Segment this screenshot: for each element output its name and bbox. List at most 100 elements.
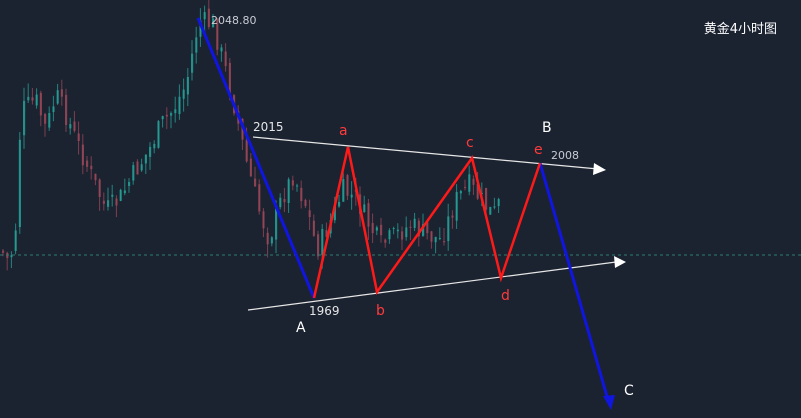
lower-left-price-label: 1969 xyxy=(309,304,340,318)
candle-body-65 xyxy=(275,208,278,240)
candle-body-83 xyxy=(350,194,353,198)
wave-label-a: a xyxy=(339,123,348,139)
candle-body-3 xyxy=(14,230,17,251)
candle-body-9 xyxy=(39,92,42,116)
candle-body-97 xyxy=(409,226,412,228)
candle-body-90 xyxy=(380,224,383,236)
upper-trendline xyxy=(252,136,599,170)
candle-body-58 xyxy=(245,140,248,162)
candle-body-64 xyxy=(270,237,273,244)
candle-body-73 xyxy=(308,210,311,218)
candle-body-48 xyxy=(203,12,206,20)
upper-right-price-label: 2008 xyxy=(551,149,579,162)
candle-body-0 xyxy=(2,250,5,253)
candle-body-72 xyxy=(304,199,307,207)
candle-body-39 xyxy=(165,114,168,117)
candle-body-75 xyxy=(317,234,320,257)
candle-body-5 xyxy=(23,100,26,136)
candle-body-77 xyxy=(325,230,328,237)
candle-body-50 xyxy=(212,18,215,28)
candle-body-23 xyxy=(98,179,101,197)
candle-body-74 xyxy=(312,220,315,236)
candle-body-82 xyxy=(346,175,349,196)
candle-body-21 xyxy=(90,165,93,170)
candle-body-102 xyxy=(430,231,433,242)
candle-body-62 xyxy=(262,211,265,229)
candle-body-100 xyxy=(422,224,425,236)
candle-body-45 xyxy=(191,53,194,73)
wave-label-C: C xyxy=(624,383,634,399)
candle-body-71 xyxy=(300,187,303,202)
candle-body-35 xyxy=(149,146,152,157)
candle-body-61 xyxy=(258,184,261,212)
candle-body-13 xyxy=(56,90,59,104)
candle-body-27 xyxy=(115,198,118,206)
candle-body-16 xyxy=(69,124,72,129)
candle-body-93 xyxy=(392,228,395,230)
candle-body-107 xyxy=(451,215,454,218)
candle-body-92 xyxy=(388,230,391,240)
candle-body-18 xyxy=(77,133,80,142)
candle-body-76 xyxy=(321,228,324,255)
candle-body-118 xyxy=(497,199,500,207)
candle-body-2 xyxy=(10,255,13,258)
candle-body-113 xyxy=(476,183,479,199)
candle-body-41 xyxy=(174,109,177,114)
candlestick-series xyxy=(2,0,500,271)
candle-body-33 xyxy=(140,164,143,171)
candle-body-89 xyxy=(375,227,378,231)
triangle-wave-line xyxy=(312,146,542,299)
candle-body-99 xyxy=(417,220,420,237)
wave-a-line xyxy=(196,17,316,299)
candle-body-112 xyxy=(472,178,475,185)
candle-body-86 xyxy=(363,204,366,213)
candle-body-29 xyxy=(123,190,126,194)
candle-body-46 xyxy=(195,37,198,53)
candle-body-110 xyxy=(464,186,467,188)
candle-body-88 xyxy=(371,223,374,234)
candle-body-43 xyxy=(182,89,185,99)
candle-body-22 xyxy=(94,173,97,181)
candle-body-105 xyxy=(443,241,446,243)
candle-body-53 xyxy=(224,51,227,67)
lower-trendline-arrow xyxy=(614,256,626,268)
candle-body-32 xyxy=(136,161,139,175)
wave-label-e: e xyxy=(534,142,543,158)
candle-body-51 xyxy=(216,18,219,50)
candle-body-104 xyxy=(438,238,441,240)
candle-body-20 xyxy=(86,160,89,167)
candle-body-109 xyxy=(459,191,462,194)
candle-body-116 xyxy=(489,206,492,215)
lower-trendline xyxy=(247,261,617,311)
candle-body-67 xyxy=(283,198,286,203)
candle-body-6 xyxy=(27,96,30,101)
candle-body-28 xyxy=(119,189,122,201)
candle-body-70 xyxy=(296,185,299,187)
candle-body-54 xyxy=(228,62,231,95)
candle-body-60 xyxy=(254,178,257,187)
candle-body-81 xyxy=(342,179,345,202)
candle-body-36 xyxy=(153,143,156,149)
candle-body-17 xyxy=(73,121,76,131)
wave-label-A: A xyxy=(296,320,306,336)
candle-body-15 xyxy=(65,94,68,126)
candle-body-87 xyxy=(367,203,370,227)
candle-body-11 xyxy=(48,113,51,128)
candle-body-12 xyxy=(52,106,55,113)
candle-body-111 xyxy=(468,174,471,192)
upper-left-price-label: 2015 xyxy=(253,120,284,134)
candle-body-7 xyxy=(31,97,34,101)
candle-body-63 xyxy=(266,232,269,245)
candle-body-52 xyxy=(220,47,223,52)
candle-body-68 xyxy=(287,179,290,204)
candle-body-115 xyxy=(485,188,488,210)
wave-label-B: B xyxy=(542,120,552,136)
candle-body-4 xyxy=(18,139,21,228)
candle-body-37 xyxy=(157,121,160,148)
candle-body-30 xyxy=(128,182,131,186)
chart-title: 黄金4小时图 xyxy=(703,22,777,37)
wave-c-line xyxy=(538,162,610,401)
candle-body-94 xyxy=(396,229,399,232)
candle-body-114 xyxy=(480,192,483,194)
